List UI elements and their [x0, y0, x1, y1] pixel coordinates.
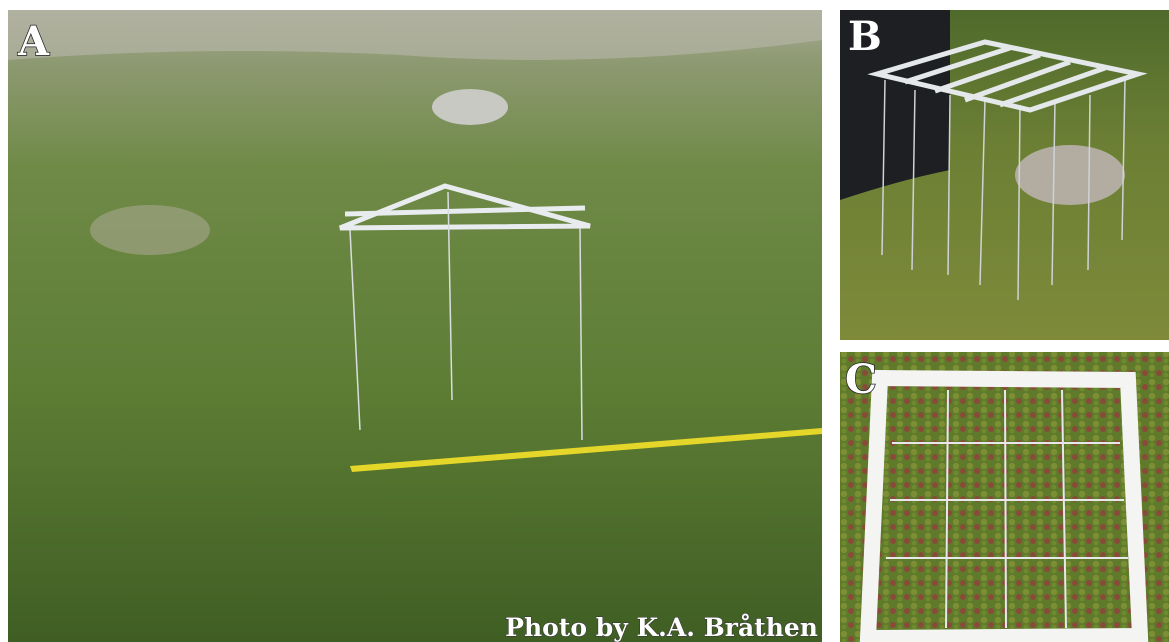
panel-label: B	[848, 13, 882, 60]
panel-b: B	[840, 10, 1169, 340]
backpack	[840, 10, 950, 200]
frame	[867, 39, 1148, 113]
frame-pins	[881, 79, 1126, 301]
rock	[432, 89, 508, 125]
frame	[859, 369, 1149, 642]
tundra-photo	[8, 10, 822, 642]
photo-credit: Photo by K.A. Bråthen	[505, 613, 818, 642]
grid-strings	[886, 389, 1128, 629]
panel-a: A Photo by K.A. Bråthen	[8, 10, 822, 642]
panel-label: C	[845, 356, 877, 403]
lichen-patch	[90, 205, 210, 255]
panel-label: A	[17, 18, 50, 65]
frame	[339, 183, 591, 231]
panel-c: C	[840, 352, 1169, 642]
rock	[1015, 145, 1125, 205]
frame-pins	[349, 191, 583, 441]
distant-ridge	[8, 10, 822, 60]
measuring-tape	[350, 428, 822, 472]
